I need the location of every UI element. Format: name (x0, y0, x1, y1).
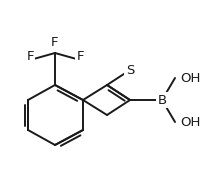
Text: S: S (126, 64, 134, 77)
Text: OH: OH (180, 72, 200, 85)
Text: F: F (76, 50, 84, 64)
Text: OH: OH (180, 116, 200, 129)
Text: B: B (157, 93, 167, 106)
Text: F: F (51, 35, 59, 49)
Text: F: F (26, 50, 34, 64)
